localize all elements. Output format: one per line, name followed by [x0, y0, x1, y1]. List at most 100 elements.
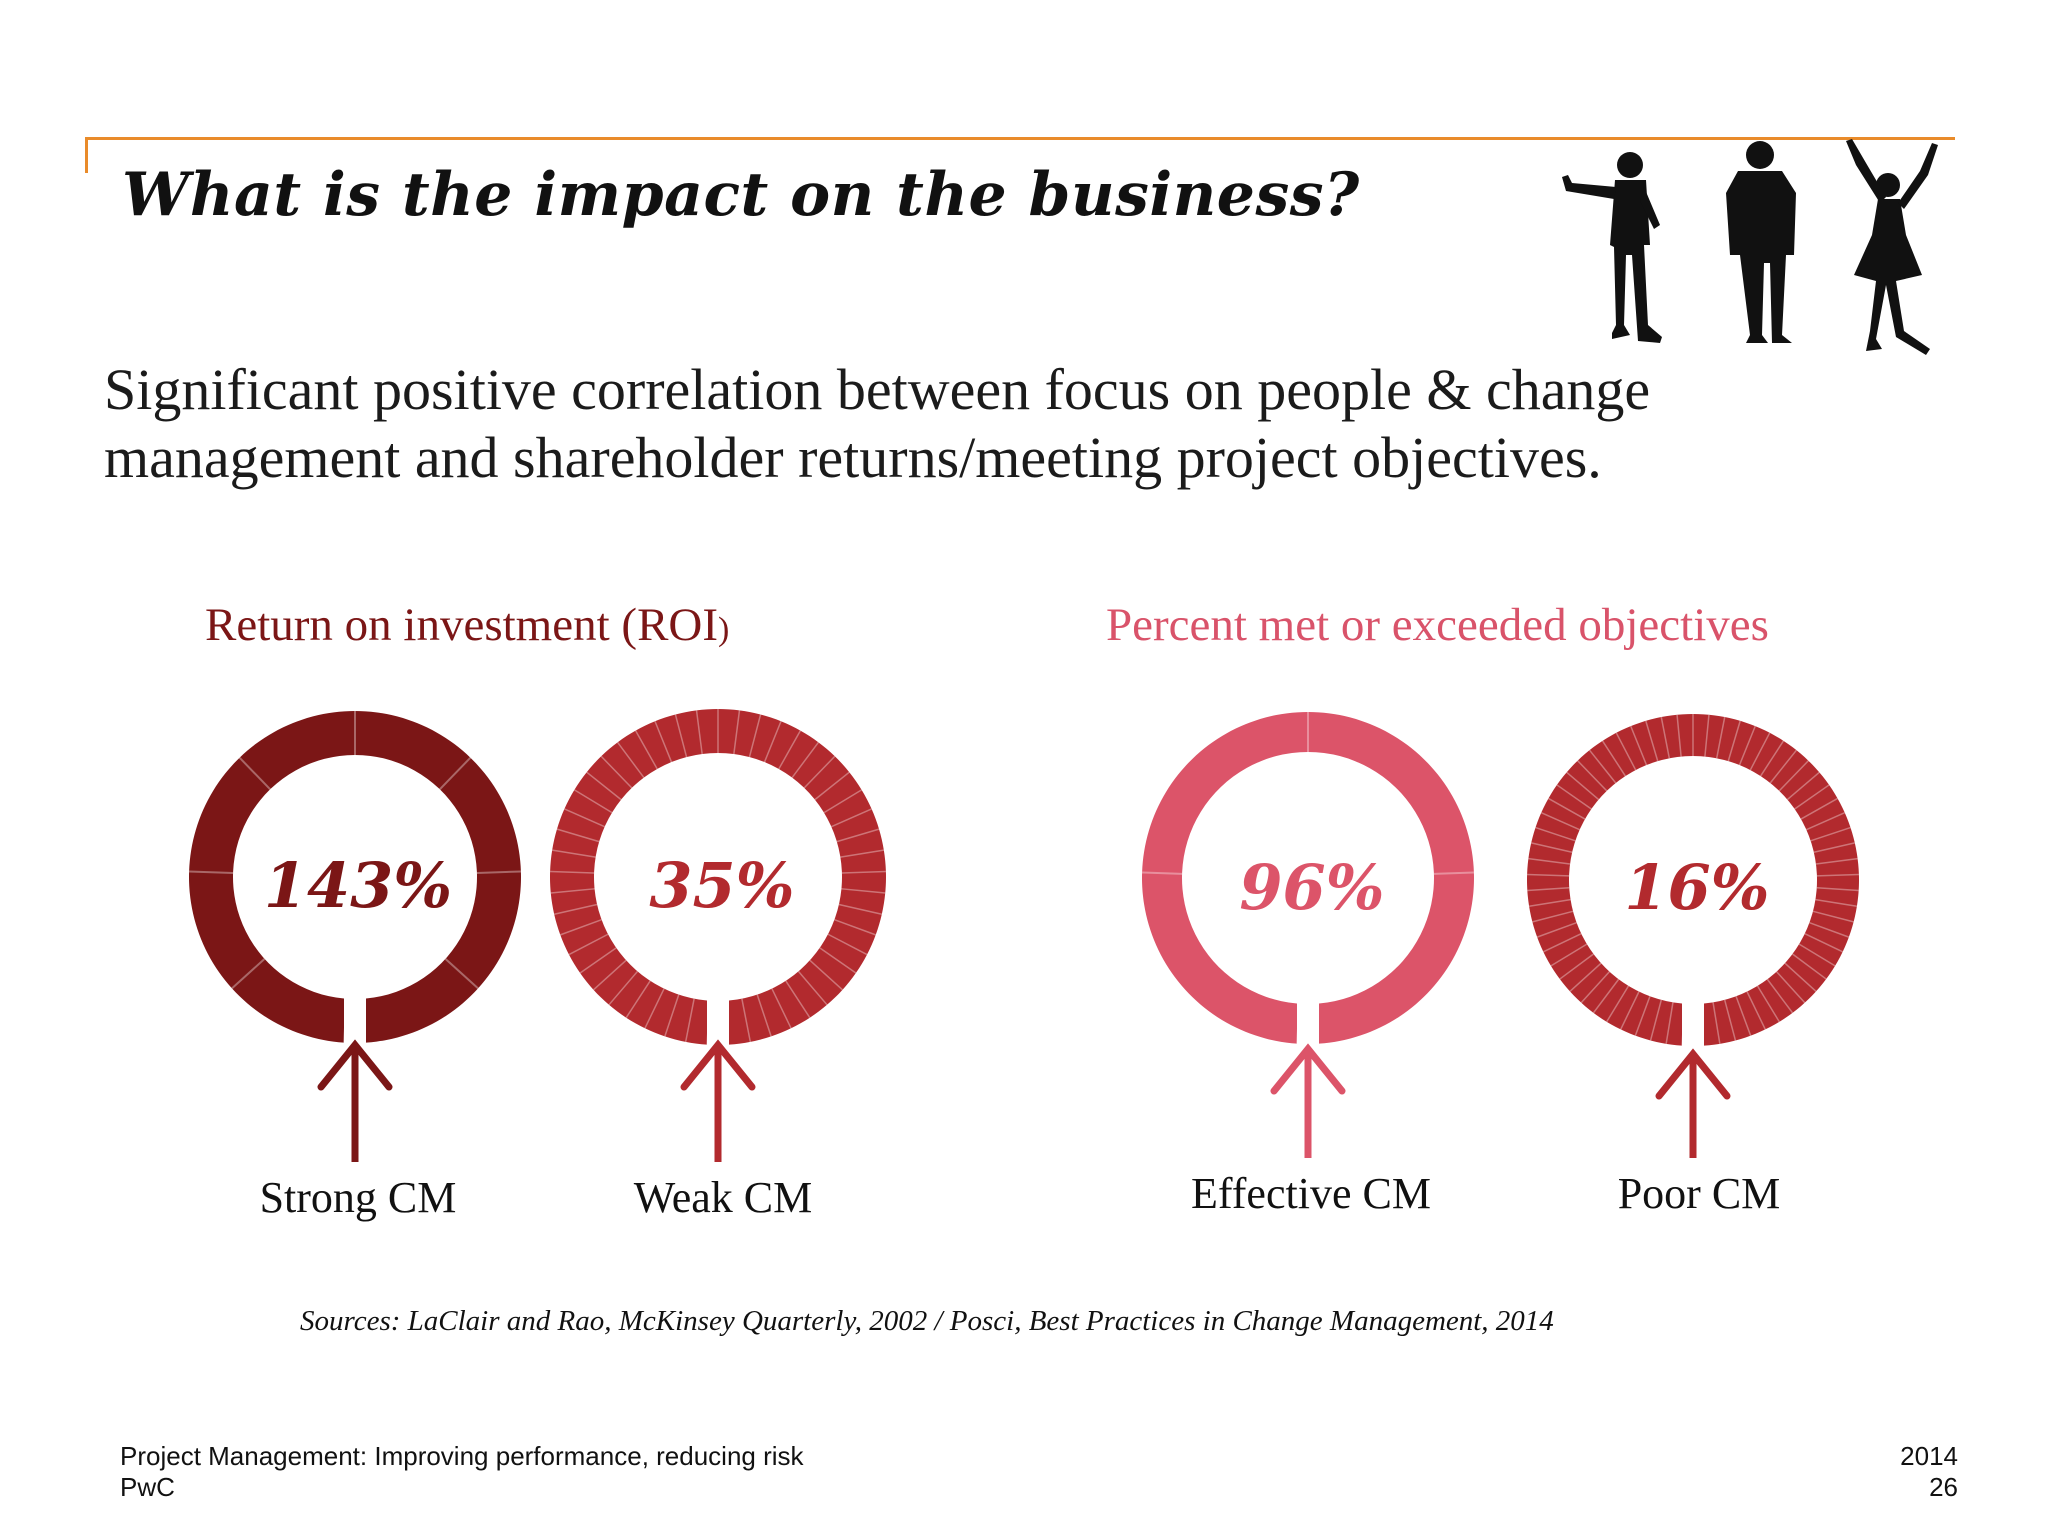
ring-segment-divider: [827, 933, 868, 956]
ring-segment-divider: [1569, 962, 1602, 992]
ring-value-strong-cm: 143%: [264, 849, 452, 922]
ring-segment-divider: [1528, 898, 1571, 908]
ring-value-poor-cm: 16%: [1624, 851, 1769, 924]
ring-segment-divider: [1800, 797, 1838, 820]
ring-segment-divider: [1535, 826, 1576, 842]
ring-segment-divider: [1540, 811, 1580, 831]
ring-segment-divider: [1556, 784, 1592, 810]
slide-subtitle: Significant positive correlation between…: [104, 357, 1651, 490]
ring-segment-divider: [343, 998, 348, 1043]
ring-segment-divider: [1543, 932, 1582, 953]
ring-segment-divider: [550, 870, 595, 874]
ring-segment-divider: [1813, 842, 1855, 854]
ring-segment-divider: [1806, 811, 1846, 831]
ring-segment-divider: [1620, 991, 1640, 1030]
ring-segment-divider: [1809, 921, 1850, 938]
ring-segment-divider: [439, 756, 472, 791]
ring-segment-divider: [836, 828, 880, 843]
ring-segment-divider: [593, 959, 627, 991]
arrow-up-icon: [1655, 1048, 1731, 1100]
ring-segment-divider: [625, 980, 651, 1019]
ring-segment-divider: [1778, 760, 1809, 792]
footer-page-number: 26: [1929, 1472, 1958, 1502]
arrow-up-icon: [680, 1039, 756, 1091]
ring-label-effective-cm: Effective CM: [1191, 1169, 1431, 1218]
ring-segment-divider: [778, 730, 802, 770]
ring-segment-divider: [1816, 873, 1859, 877]
ring-label-poor-cm: Poor CM: [1617, 1169, 1781, 1218]
ring-segment-divider: [1660, 716, 1671, 759]
ring-segment-divider: [791, 741, 820, 779]
ring-segment-divider: [1804, 932, 1843, 953]
ring-segment-divider: [1296, 1003, 1301, 1044]
ring-segment-divider: [556, 828, 600, 843]
ring-segment-divider: [1815, 857, 1858, 865]
arrow-up-icon: [317, 1039, 393, 1091]
ring-effective-cm: 96%: [1142, 711, 1474, 1158]
ring-segment-divider: [748, 714, 762, 758]
ring-value-weak-cm: 35%: [649, 849, 794, 922]
ring-segment-divider: [834, 919, 876, 936]
ring-strong-cm: 143%: [188, 710, 521, 1162]
ring-poor-cm: 16%: [1527, 713, 1859, 1158]
footer-left: Project Management: Improving performanc…: [120, 1441, 804, 1503]
ring-segment-divider: [841, 870, 886, 874]
ring-segment-divider: [1630, 725, 1648, 766]
ring-segment-divider: [741, 998, 752, 1043]
ring-segment-divider: [1548, 797, 1586, 820]
objectives-section-title: Percent met or exceeded objectives: [1106, 599, 1769, 651]
ring-segment-divider: [552, 849, 596, 858]
roi-section-title: Return on investment (ROI): [205, 598, 729, 652]
ring-segment-divider: [1615, 732, 1637, 771]
ring-segment-divider: [564, 808, 605, 828]
footer-right: 2014 26: [1900, 1441, 1958, 1503]
ring-segment-divider: [664, 994, 680, 1037]
ring-segment-divider: [634, 730, 658, 770]
ring-segment-divider: [1792, 953, 1827, 980]
slide-title: What is the impact on the business?: [122, 160, 1360, 230]
ring-segment-divider: [1775, 971, 1806, 1004]
footer-year: 2014: [1900, 1441, 1958, 1471]
ring-segment-divider: [803, 755, 836, 789]
footer-company: PwC: [120, 1472, 175, 1502]
header-rule: [85, 137, 1955, 140]
ring-segment-divider: [573, 789, 613, 814]
ring-segment-divider: [840, 849, 884, 858]
ring-segment-divider: [1727, 720, 1741, 762]
ring-segment-divider: [1645, 720, 1659, 762]
ring-segment-divider: [1606, 985, 1630, 1023]
ring-segment-divider: [1559, 953, 1594, 980]
ring-segment-divider: [1715, 716, 1726, 759]
roi-title-text: Return on investment (ROI: [205, 599, 719, 651]
ring-segment-divider: [554, 903, 598, 915]
ring-segment-divider: [1536, 921, 1577, 938]
ring-segment-divider: [814, 771, 850, 801]
ring-segment-divider: [616, 741, 645, 779]
footer-deck-title: Project Management: Improving performanc…: [120, 1441, 804, 1471]
ring-segment-divider: [579, 947, 617, 974]
ring-segment-divider: [1759, 740, 1785, 777]
ring-segment-divider: [1676, 714, 1682, 757]
ring-segment-divider: [1577, 760, 1608, 792]
ring-segment-divider: [797, 970, 828, 1006]
ring-segment-divider: [809, 959, 843, 991]
sources-note: Sources: LaClair and Rao, McKinsey Quart…: [300, 1305, 1554, 1337]
ring-segment-divider: [1531, 842, 1573, 854]
ring-value-effective-cm: 96%: [1239, 851, 1384, 924]
ring-segment-divider: [1798, 943, 1836, 967]
ring-segment-divider: [674, 714, 688, 758]
ring-segment-divider: [838, 903, 882, 915]
ring-segment-divider: [1550, 943, 1588, 967]
ring-segment-divider: [1810, 826, 1851, 842]
ring-segment-divider: [476, 870, 521, 874]
ring-segment-divider: [1756, 985, 1780, 1023]
ring-segment-divider: [1588, 749, 1617, 784]
ring-segment-divider: [1735, 996, 1752, 1036]
header-rule-tick: [85, 137, 88, 173]
ring-segment-divider: [831, 808, 872, 828]
ring-label-strong-cm: Strong CM: [259, 1173, 457, 1222]
roi-title-paren: ): [718, 611, 730, 648]
ring-segment-divider: [1816, 887, 1859, 892]
ring-segment-divider: [1704, 714, 1710, 757]
ring-segment-divider: [1746, 991, 1766, 1030]
